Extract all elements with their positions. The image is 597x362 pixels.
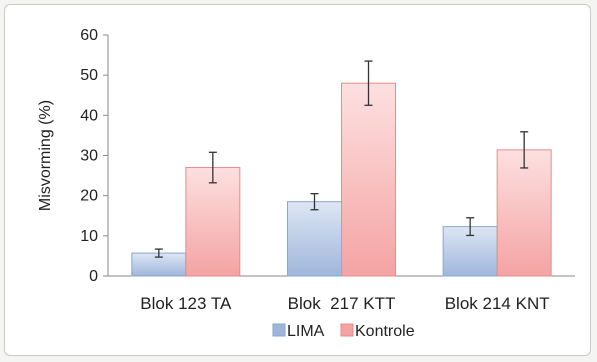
error-bar [154, 248, 163, 258]
labels: 0 10 20 30 40 50 60 Misvorming (%) Blok 123 TA Bl… [37, 27, 550, 313]
error-bar [310, 193, 319, 211]
bars [131, 60, 552, 277]
y-tick-label: 20 [80, 188, 98, 205]
legend: LIMA Kontrole [272, 323, 415, 340]
error-bar [520, 131, 529, 169]
legend-swatch-lima [272, 323, 286, 337]
error-bar [208, 151, 217, 184]
y-tick-label: 50 [80, 67, 98, 84]
bar-kontrole-3 [496, 149, 552, 277]
y-axis-label: Misvorming (%) [37, 100, 54, 211]
legend-label-lima: LIMA [287, 323, 325, 340]
x-category-label: Blok 123 TA [140, 294, 232, 313]
x-category-label: Blok 214 KNT [445, 294, 550, 313]
chart-frame: 0 10 20 30 40 50 60 Misvorming (%) Blok 123 TA Bl… [4, 4, 591, 356]
bar-chart: 0 10 20 30 40 50 60 Misvorming (%) Blok 123 TA Bl… [37, 27, 575, 340]
x-category-label: Blok 217 KTT [288, 294, 396, 313]
legend-swatch-kontrole [340, 323, 354, 337]
error-bar [364, 60, 373, 106]
bar-lima-2 [287, 201, 342, 277]
y-tick-label: 60 [80, 27, 98, 44]
error-bar [466, 217, 475, 237]
bar-kontrole-1 [185, 167, 241, 277]
y-tick-label: 30 [80, 148, 98, 165]
y-tick-label: 10 [80, 228, 98, 245]
y-tick-label: 40 [80, 107, 98, 124]
legend-label-kontrole: Kontrole [355, 323, 415, 340]
y-tick-label: 0 [89, 268, 98, 285]
bar-kontrole-2 [341, 82, 396, 277]
